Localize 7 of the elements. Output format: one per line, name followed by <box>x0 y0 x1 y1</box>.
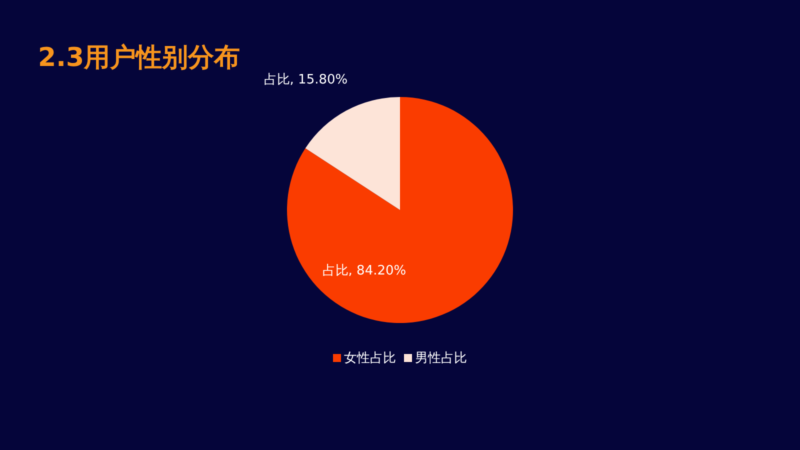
data-label: 占比, 15.80% <box>264 72 348 88</box>
data-label: 占比, 84.20% <box>322 264 406 279</box>
chart-title: 2.3用户性别分布 <box>38 43 240 73</box>
legend-label: 男性占比 <box>415 351 467 366</box>
legend-label: 女性占比 <box>344 351 396 366</box>
pie-slice <box>305 97 400 210</box>
pie-slice <box>287 97 513 323</box>
